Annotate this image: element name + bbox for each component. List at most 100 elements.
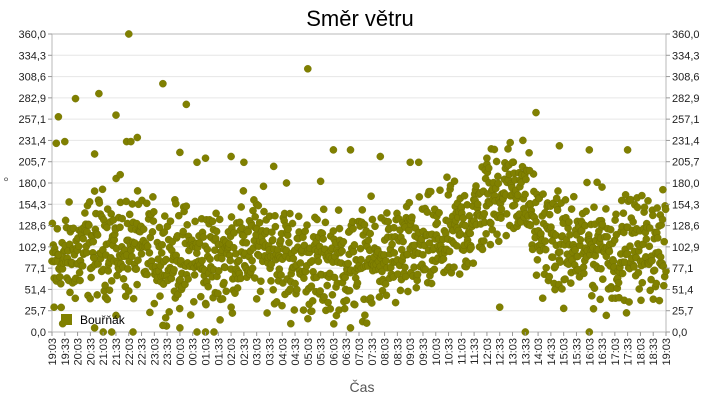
data-point bbox=[150, 299, 159, 308]
data-point bbox=[597, 264, 605, 273]
data-point bbox=[508, 158, 517, 167]
data-point bbox=[176, 324, 184, 332]
data-point bbox=[467, 243, 475, 252]
data-point bbox=[160, 212, 169, 220]
data-point bbox=[81, 209, 89, 217]
data-point bbox=[286, 319, 295, 328]
data-point bbox=[149, 217, 158, 225]
data-point bbox=[621, 190, 630, 199]
data-point bbox=[93, 291, 101, 299]
data-point bbox=[556, 248, 564, 256]
data-point bbox=[490, 145, 499, 154]
data-point bbox=[502, 210, 511, 218]
data-point bbox=[143, 242, 152, 250]
x-tick-label: 11:33 bbox=[469, 338, 481, 365]
data-point bbox=[598, 220, 607, 229]
data-point bbox=[112, 111, 120, 119]
data-point bbox=[642, 235, 651, 243]
x-tick-label: 19:03 bbox=[661, 338, 673, 366]
x-tick-label: 10:03 bbox=[431, 338, 443, 366]
data-point bbox=[134, 256, 142, 265]
data-points bbox=[48, 30, 670, 336]
x-tick-label: 12:03 bbox=[482, 338, 494, 366]
x-tick-label: 01:03 bbox=[201, 338, 213, 366]
data-point bbox=[430, 265, 439, 274]
data-point bbox=[269, 285, 278, 294]
data-point bbox=[314, 257, 323, 266]
data-point bbox=[472, 182, 480, 190]
data-point bbox=[175, 304, 184, 313]
data-point bbox=[268, 228, 276, 236]
data-point bbox=[623, 146, 632, 154]
data-point bbox=[452, 241, 461, 250]
data-point bbox=[93, 231, 102, 239]
data-point bbox=[76, 276, 84, 285]
x-tick-label: 18:33 bbox=[648, 338, 660, 366]
x-tick-label: 13:33 bbox=[520, 338, 532, 366]
data-point bbox=[545, 210, 554, 219]
data-point bbox=[210, 328, 218, 336]
data-point bbox=[653, 234, 662, 242]
data-point bbox=[358, 206, 367, 214]
data-point bbox=[71, 94, 80, 103]
data-point bbox=[473, 200, 482, 208]
y-axis-ticks-right: 0,0 25,7 51,4 77,1 102,9 128,6 154,3 180,0 205,7… bbox=[666, 29, 700, 339]
data-point bbox=[159, 79, 167, 88]
data-point bbox=[206, 255, 214, 264]
data-point bbox=[445, 247, 454, 256]
data-point bbox=[480, 237, 488, 245]
data-point bbox=[85, 221, 93, 229]
data-point bbox=[171, 199, 180, 208]
data-point bbox=[401, 263, 409, 272]
data-point bbox=[329, 320, 338, 328]
y-tick-label: 205,7 bbox=[18, 157, 46, 169]
data-point bbox=[583, 178, 591, 187]
y-tick-label-right: 154,3 bbox=[672, 199, 700, 211]
data-point bbox=[378, 267, 386, 276]
data-point bbox=[566, 230, 574, 239]
data-point bbox=[525, 166, 534, 175]
data-point bbox=[129, 294, 138, 303]
data-point bbox=[75, 242, 83, 251]
data-point bbox=[405, 198, 414, 207]
data-point bbox=[328, 290, 337, 299]
data-point bbox=[433, 219, 442, 227]
data-point bbox=[561, 275, 569, 283]
data-point bbox=[116, 170, 124, 179]
data-point bbox=[652, 279, 661, 288]
data-point bbox=[603, 233, 612, 241]
data-point bbox=[532, 271, 541, 280]
data-point bbox=[427, 279, 436, 288]
data-point bbox=[593, 178, 601, 187]
data-point bbox=[381, 280, 390, 288]
data-point bbox=[567, 205, 576, 213]
data-point bbox=[156, 292, 164, 300]
data-point bbox=[89, 237, 98, 246]
data-point bbox=[155, 223, 164, 232]
data-point bbox=[419, 250, 427, 259]
data-point bbox=[149, 207, 158, 216]
x-tick-label: 17:03 bbox=[610, 338, 622, 366]
data-point bbox=[103, 295, 112, 304]
data-point bbox=[638, 278, 647, 287]
data-point bbox=[179, 227, 187, 236]
data-point bbox=[183, 220, 191, 229]
data-point bbox=[143, 270, 151, 279]
data-point bbox=[329, 146, 338, 154]
data-point bbox=[129, 328, 137, 336]
y-tick-label: 154,3 bbox=[18, 199, 46, 211]
x-tick-label: 09:03 bbox=[405, 338, 417, 366]
data-point bbox=[304, 314, 312, 323]
y-tick-label: 128,6 bbox=[18, 221, 46, 233]
data-point bbox=[497, 205, 506, 213]
data-point bbox=[272, 298, 281, 306]
data-point bbox=[195, 239, 204, 247]
data-point bbox=[532, 217, 540, 226]
data-point bbox=[630, 263, 638, 271]
data-point bbox=[646, 224, 654, 232]
data-point bbox=[52, 139, 61, 148]
data-point bbox=[406, 158, 415, 167]
data-point bbox=[634, 268, 643, 277]
data-point bbox=[513, 191, 522, 199]
data-point bbox=[149, 193, 157, 201]
